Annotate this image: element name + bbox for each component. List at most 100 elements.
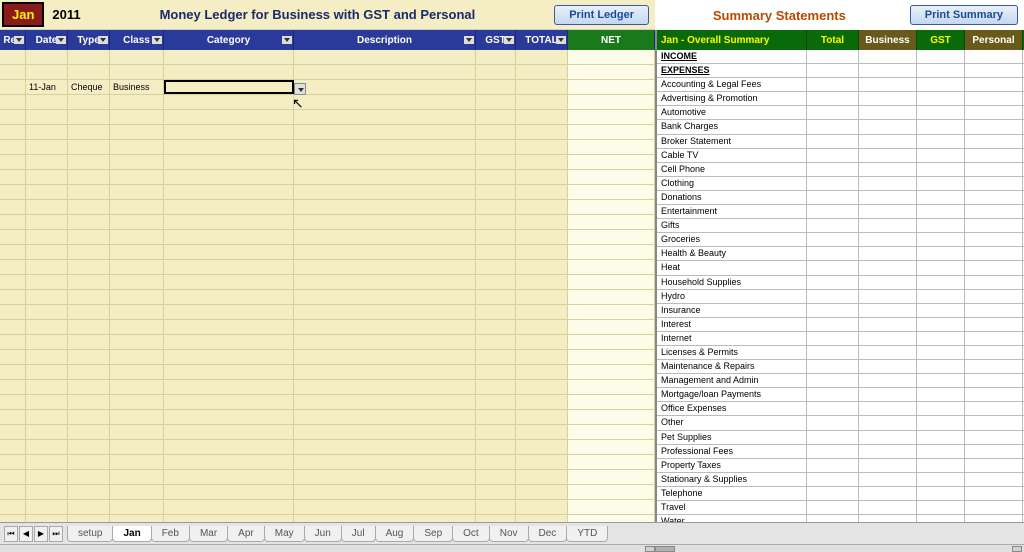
sheet-tab-nov[interactable]: Nov xyxy=(489,526,529,542)
nav-next-button[interactable]: ▶ xyxy=(34,526,48,542)
summary-cell[interactable] xyxy=(917,360,965,373)
summary-cell[interactable] xyxy=(917,332,965,345)
ledger-cell[interactable] xyxy=(568,50,655,64)
ledger-cell[interactable] xyxy=(476,395,516,409)
ledger-cell[interactable] xyxy=(568,275,655,289)
ledger-cell[interactable] xyxy=(476,275,516,289)
ledger-cell[interactable] xyxy=(476,455,516,469)
col-header-total[interactable]: TOTAL xyxy=(516,30,568,50)
ledger-cell[interactable] xyxy=(164,380,294,394)
ledger-cell[interactable] xyxy=(0,335,26,349)
summary-cell[interactable] xyxy=(807,431,859,444)
ledger-cell[interactable] xyxy=(164,320,294,334)
ledger-cell[interactable] xyxy=(68,200,110,214)
summary-cell[interactable] xyxy=(859,459,917,472)
filter-arrow-icon[interactable] xyxy=(154,38,160,42)
ledger-cell[interactable] xyxy=(26,230,68,244)
summary-cell[interactable] xyxy=(807,501,859,514)
ledger-row[interactable] xyxy=(0,95,655,110)
summary-cell[interactable] xyxy=(965,261,1023,274)
summary-cell[interactable] xyxy=(917,487,965,500)
ledger-cell[interactable] xyxy=(294,455,476,469)
summary-cell[interactable] xyxy=(965,402,1023,415)
ledger-row[interactable] xyxy=(0,215,655,230)
summary-cell[interactable] xyxy=(859,388,917,401)
ledger-cell[interactable] xyxy=(568,245,655,259)
summary-cell[interactable] xyxy=(917,445,965,458)
ledger-cell[interactable] xyxy=(0,80,26,94)
ledger-cell[interactable] xyxy=(568,65,655,79)
ledger-cell[interactable] xyxy=(294,185,476,199)
ledger-cell[interactable] xyxy=(68,170,110,184)
ledger-cell[interactable] xyxy=(26,185,68,199)
sheet-tab-ytd[interactable]: YTD xyxy=(566,526,608,542)
summary-cell[interactable] xyxy=(807,163,859,176)
summary-cell[interactable] xyxy=(917,135,965,148)
ledger-cell[interactable] xyxy=(0,245,26,259)
summary-cell[interactable] xyxy=(807,459,859,472)
ledger-row[interactable] xyxy=(0,350,655,365)
ledger-row[interactable] xyxy=(0,125,655,140)
summary-row[interactable]: Health & Beauty xyxy=(657,247,1024,261)
ledger-cell[interactable] xyxy=(164,155,294,169)
summary-cell[interactable] xyxy=(859,149,917,162)
ledger-cell[interactable] xyxy=(294,365,476,379)
sheet-tab-may[interactable]: May xyxy=(264,526,305,542)
summary-cell[interactable] xyxy=(965,106,1023,119)
ledger-cell[interactable] xyxy=(516,110,568,124)
sheet-tab-feb[interactable]: Feb xyxy=(151,526,190,542)
ledger-cell[interactable] xyxy=(516,215,568,229)
ledger-cell[interactable] xyxy=(68,275,110,289)
summary-cell[interactable] xyxy=(807,374,859,387)
summary-cell[interactable] xyxy=(807,304,859,317)
summary-row[interactable]: Management and Admin xyxy=(657,374,1024,388)
ledger-cell[interactable] xyxy=(294,395,476,409)
ledger-cell[interactable] xyxy=(294,515,476,522)
ledger-cell[interactable] xyxy=(26,335,68,349)
ledger-cell[interactable] xyxy=(476,155,516,169)
ledger-cell[interactable] xyxy=(294,95,476,109)
ledger-cell[interactable] xyxy=(516,125,568,139)
ledger-row[interactable] xyxy=(0,245,655,260)
ledger-cell[interactable] xyxy=(0,320,26,334)
summary-cell[interactable] xyxy=(859,276,917,289)
summary-cell[interactable] xyxy=(917,163,965,176)
summary-cell[interactable] xyxy=(859,332,917,345)
ledger-cell[interactable] xyxy=(516,140,568,154)
ledger-cell[interactable] xyxy=(68,335,110,349)
ledger-row[interactable] xyxy=(0,110,655,125)
ledger-cell[interactable] xyxy=(0,485,26,499)
ledger-cell[interactable] xyxy=(110,50,164,64)
filter-arrow-icon[interactable] xyxy=(100,38,106,42)
summary-cell[interactable] xyxy=(917,374,965,387)
ledger-cell[interactable] xyxy=(294,110,476,124)
summary-row[interactable]: Broker Statement xyxy=(657,135,1024,149)
ledger-cell[interactable] xyxy=(110,125,164,139)
col-header-date[interactable]: Date xyxy=(26,30,68,50)
summary-row[interactable]: Cell Phone xyxy=(657,163,1024,177)
ledger-cell[interactable] xyxy=(68,500,110,514)
scroll-thumb[interactable] xyxy=(655,546,675,552)
ledger-cell[interactable] xyxy=(26,485,68,499)
summary-cell[interactable] xyxy=(917,304,965,317)
summary-cell[interactable] xyxy=(859,304,917,317)
summary-cell[interactable] xyxy=(965,50,1023,63)
summary-cell[interactable] xyxy=(965,149,1023,162)
ledger-cell[interactable]: Business xyxy=(110,80,164,94)
ledger-cell[interactable] xyxy=(476,230,516,244)
ledger-cell[interactable] xyxy=(68,380,110,394)
ledger-cell[interactable] xyxy=(68,395,110,409)
ledger-cell[interactable] xyxy=(26,350,68,364)
ledger-cell[interactable] xyxy=(516,155,568,169)
ledger-cell[interactable] xyxy=(568,305,655,319)
ledger-cell[interactable] xyxy=(476,245,516,259)
ledger-cell[interactable] xyxy=(68,185,110,199)
ledger-cell[interactable] xyxy=(294,65,476,79)
ledger-cell[interactable] xyxy=(294,200,476,214)
ledger-cell[interactable] xyxy=(516,200,568,214)
ledger-cell[interactable] xyxy=(294,305,476,319)
ledger-cell[interactable] xyxy=(26,200,68,214)
filter-arrow-icon[interactable] xyxy=(506,38,512,42)
ledger-cell[interactable] xyxy=(294,50,476,64)
summary-cell[interactable] xyxy=(807,346,859,359)
